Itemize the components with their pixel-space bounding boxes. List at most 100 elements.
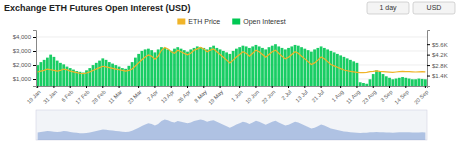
- tick-mark: [171, 86, 172, 88]
- grid-line: [36, 37, 427, 38]
- bar: [421, 79, 424, 86]
- bar: [391, 79, 394, 86]
- tick-label: 28 Feb: [91, 89, 107, 105]
- bar: [206, 49, 209, 86]
- tick: 2 Apr: [146, 86, 159, 102]
- axis-line: [428, 31, 431, 87]
- bar: [88, 68, 91, 86]
- bar: [408, 79, 411, 86]
- tick: $5.6K: [427, 42, 448, 48]
- bar: [131, 62, 134, 86]
- bar: [323, 48, 326, 86]
- bar: [215, 48, 218, 86]
- tick-label: $2.8K: [432, 63, 448, 69]
- navigator-background[interactable]: [36, 110, 427, 140]
- bar: [336, 54, 339, 86]
- button[interactable]: USD: [413, 2, 455, 14]
- bar: [202, 48, 205, 86]
- bar: [137, 54, 140, 86]
- tick-label: $4,000: [13, 34, 32, 40]
- bar: [46, 58, 49, 86]
- bar: [290, 46, 293, 86]
- bar: [92, 65, 95, 86]
- tick-label: 22 Jun: [260, 89, 276, 105]
- tick: $4.2K: [427, 52, 448, 58]
- tick-label: $2,000: [13, 62, 32, 68]
- tick-mark: [33, 37, 36, 38]
- bar: [248, 48, 251, 86]
- bar: [167, 49, 170, 86]
- bar: [378, 72, 381, 86]
- bar: [147, 49, 150, 86]
- tick-label: 26 Apr: [176, 89, 192, 105]
- tick-label: $1.4K: [432, 73, 448, 79]
- tick-label: 2 Jul: [280, 89, 292, 101]
- tick: 11 Aug: [345, 86, 361, 105]
- tick: 11 Mar: [107, 86, 123, 105]
- bar: [114, 65, 117, 86]
- legend-label: Open Interest: [243, 18, 285, 26]
- tick-mark: [70, 86, 71, 88]
- bar: [401, 77, 404, 86]
- button-label[interactable]: USD: [427, 4, 442, 11]
- tick: 23 Aug: [361, 86, 377, 105]
- tick-mark: [86, 86, 87, 88]
- bar: [411, 79, 414, 86]
- bar: [398, 78, 401, 86]
- grid-line: [36, 65, 427, 66]
- bar: [183, 50, 186, 86]
- tick-label: 3 Sep: [379, 89, 393, 103]
- bar: [232, 51, 235, 86]
- tick-mark: [53, 86, 54, 88]
- tick-mark: [33, 51, 36, 52]
- tick: 21 Jul: [311, 86, 326, 103]
- bar: [287, 48, 290, 86]
- tick: 23 Mar: [126, 86, 142, 105]
- tick-label: 8 May: [193, 89, 208, 104]
- tick-mark: [389, 86, 390, 88]
- bar: [43, 60, 46, 86]
- y-axis: $1,000$2,000$3,000$4,000: [13, 31, 37, 87]
- bar: [199, 47, 202, 86]
- bar: [326, 49, 329, 86]
- tick: 10 Jun: [244, 86, 260, 105]
- tick: 22 Jun: [260, 86, 276, 105]
- tick-mark: [427, 65, 430, 66]
- tick-mark: [425, 86, 426, 88]
- tick-mark: [427, 76, 430, 77]
- bar: [417, 79, 420, 86]
- navigator[interactable]: [36, 110, 427, 140]
- y2-axis: $1.4K $2.8K $4.2K $5.6K: [427, 31, 448, 87]
- tick-label: 23 Aug: [361, 89, 377, 105]
- tick: 1 Aug: [331, 86, 345, 103]
- tick-label: 19 May: [207, 89, 224, 106]
- bar: [108, 62, 111, 86]
- tick-mark: [321, 86, 322, 88]
- chart: Exchange ETH Futures Open Interest (USD)…: [0, 0, 459, 146]
- grid: [36, 37, 427, 79]
- bar: [180, 49, 183, 86]
- bar: [349, 60, 352, 86]
- bar: [388, 78, 391, 86]
- button-label[interactable]: 1 day: [379, 4, 397, 12]
- tick-label: 11 Mar: [107, 89, 123, 105]
- button-box[interactable]: [413, 2, 455, 14]
- bar: [101, 58, 104, 86]
- bar: [209, 47, 212, 86]
- tick: 19 Jan: [26, 86, 42, 105]
- button-box[interactable]: [367, 2, 409, 14]
- bar: [186, 52, 189, 86]
- tick-mark: [272, 86, 273, 88]
- tick-mark: [304, 86, 305, 88]
- tick-mark: [203, 86, 204, 88]
- tick-mark: [154, 86, 155, 88]
- bar: [225, 52, 228, 86]
- bar: [369, 79, 372, 86]
- bar: [281, 48, 284, 86]
- tick-label: 13 Apr: [160, 89, 176, 105]
- button[interactable]: 1 day: [367, 2, 409, 14]
- bar: [310, 52, 313, 86]
- bar: [424, 79, 427, 86]
- bar: [297, 46, 300, 86]
- line: [38, 48, 426, 74]
